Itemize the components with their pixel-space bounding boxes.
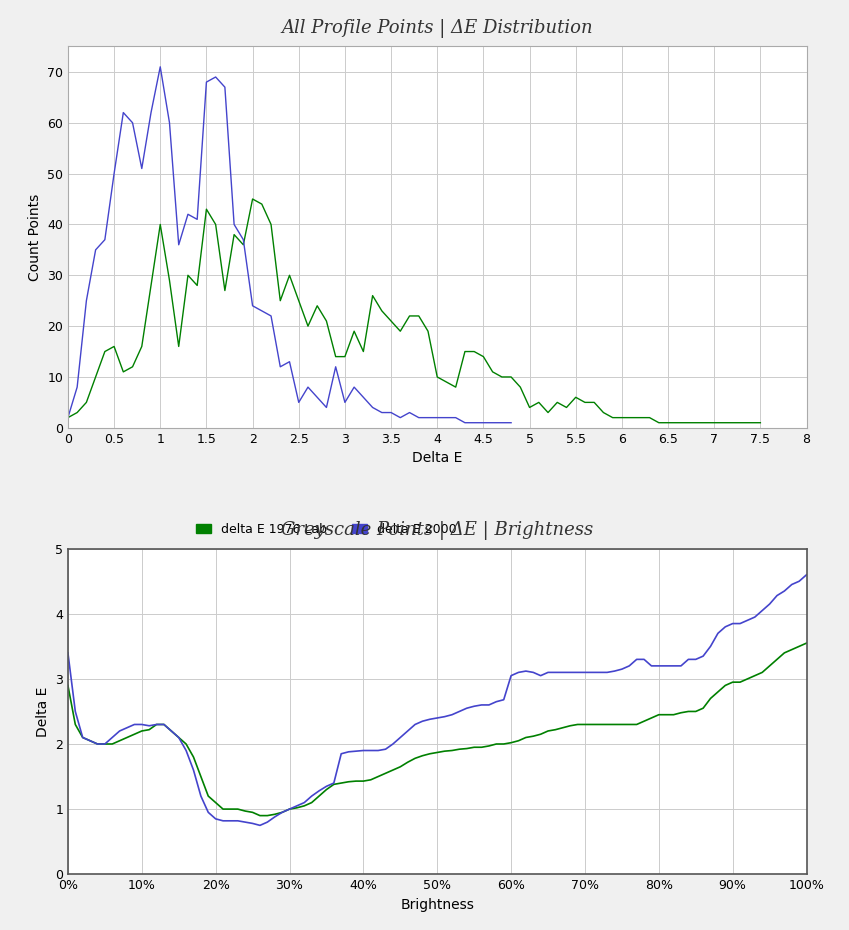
Title: Greyscale Points | ΔE | Brightness: Greyscale Points | ΔE | Brightness (281, 521, 593, 539)
Y-axis label: Delta E: Delta E (36, 686, 49, 737)
Y-axis label: Count Points: Count Points (27, 193, 42, 281)
Title: All Profile Points | ΔE Distribution: All Profile Points | ΔE Distribution (281, 19, 593, 37)
X-axis label: Brightness: Brightness (400, 897, 475, 911)
Legend: delta E 1976 Lab, delta E 2000: delta E 1976 Lab, delta E 2000 (191, 518, 462, 541)
X-axis label: Delta E: Delta E (412, 451, 463, 465)
